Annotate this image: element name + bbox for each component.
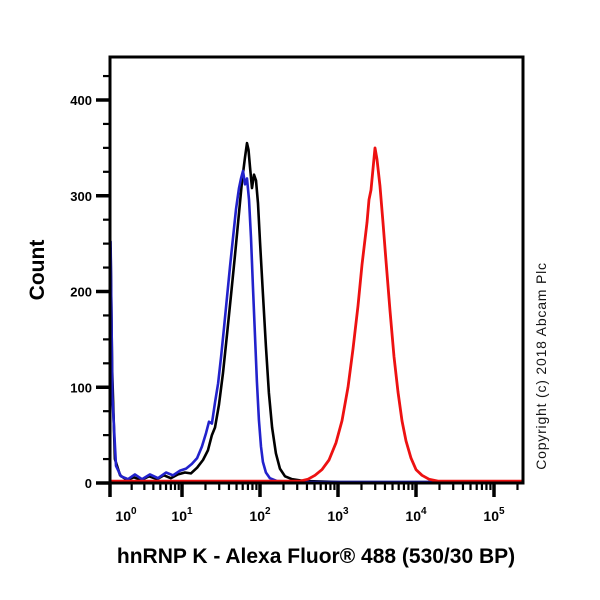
- x-axis-tick-label: 104: [405, 506, 427, 524]
- curve-blue: [108, 169, 525, 484]
- copyright-notice: Copyright (c) 2018 Abcam Plc: [533, 262, 549, 470]
- curve-black: [108, 141, 525, 484]
- x-axis-tick-label: 103: [327, 506, 349, 524]
- y-axis-title: Count: [26, 239, 49, 301]
- plot-frame: [108, 55, 525, 485]
- x-axis-tick-label: 105: [483, 506, 505, 524]
- x-axis-tick-label: 101: [171, 506, 193, 524]
- y-axis-tick-label: 400: [70, 93, 92, 108]
- y-axis-tick-label: 300: [70, 189, 92, 204]
- y-axis-tick-label: 0: [85, 476, 92, 491]
- y-axis-tick-label: 100: [70, 380, 92, 395]
- y-axis-tick-label: 200: [70, 285, 92, 300]
- x-axis-tick-label: 100: [115, 506, 137, 524]
- x-axis-tick-label: 102: [249, 506, 271, 524]
- curve-red: [108, 146, 525, 483]
- chart-title: hnRNP K - Alexa Fluor® 488 (530/30 BP): [116, 545, 516, 568]
